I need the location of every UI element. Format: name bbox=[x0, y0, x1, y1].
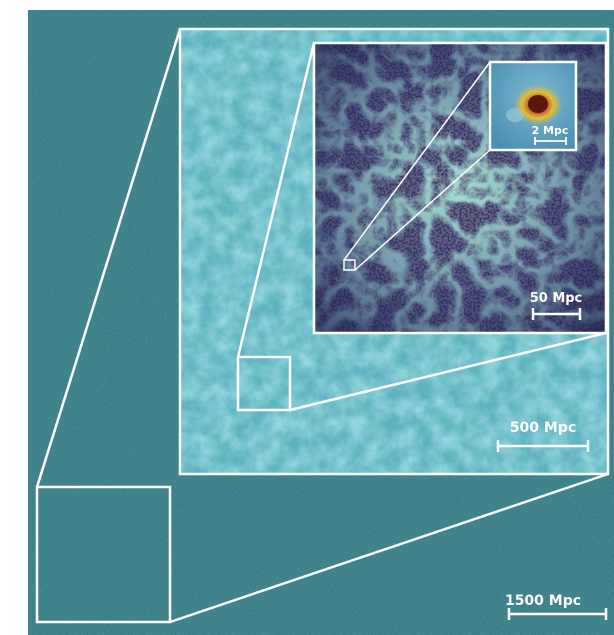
outer-zoom-box bbox=[35, 485, 172, 624]
scale-bar-2: 2 Mpc bbox=[532, 124, 569, 145]
connector-inner-top bbox=[343, 61, 491, 261]
halo-satellite bbox=[506, 108, 524, 122]
zoom-panel-frame bbox=[488, 60, 578, 152]
scale-line-1500 bbox=[507, 608, 608, 620]
scale-line-2 bbox=[534, 137, 567, 145]
scale-label-2: 2 Mpc bbox=[532, 124, 569, 137]
halo-core bbox=[528, 95, 548, 113]
inner-panel bbox=[314, 43, 606, 333]
scale-line-500 bbox=[496, 440, 590, 452]
scale-line-50 bbox=[531, 308, 582, 320]
connector-outer-bottom bbox=[169, 472, 609, 624]
inner-panel-frame bbox=[312, 41, 608, 335]
connector-outer-top bbox=[35, 28, 182, 488]
zoom-connectors bbox=[35, 28, 609, 624]
mid-zoom-box bbox=[236, 355, 292, 412]
scale-label-500: 500 Mpc bbox=[510, 420, 576, 436]
panel-frames bbox=[35, 27, 610, 624]
connector-inner-bottom bbox=[354, 149, 491, 271]
scale-bar-500: 500 Mpc bbox=[496, 420, 590, 452]
scale-label-1500: 1500 Mpc bbox=[505, 593, 581, 609]
scale-bar-1500: 1500 Mpc bbox=[505, 593, 608, 620]
scale-bar-50: 50 Mpc bbox=[530, 291, 583, 320]
inner-zoom-box bbox=[343, 259, 356, 271]
connector-mid-top bbox=[236, 42, 316, 358]
zoom-panel bbox=[490, 62, 576, 150]
mid-panel-frame bbox=[178, 27, 610, 476]
connector-mid-bottom bbox=[289, 331, 607, 412]
scale-label-50: 50 Mpc bbox=[530, 291, 583, 306]
